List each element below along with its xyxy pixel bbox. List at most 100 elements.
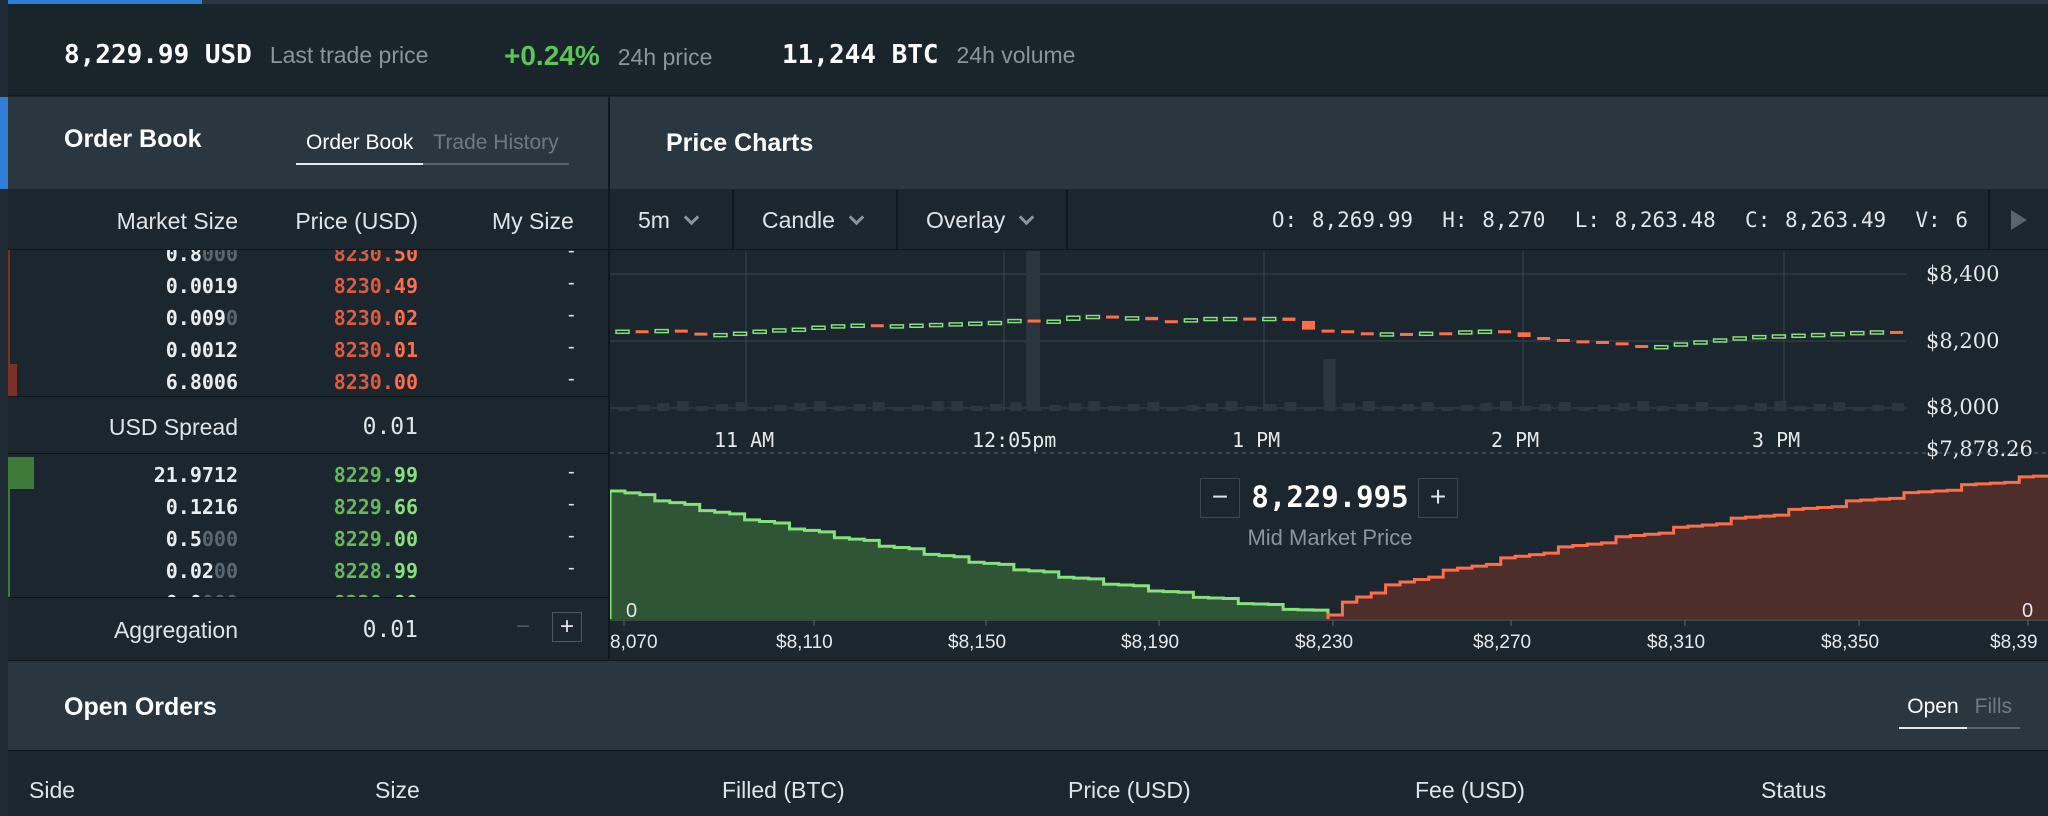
depth-x-label: $8,150 [948,632,1006,653]
candle [1360,332,1374,336]
highlight-band [1026,251,1040,411]
candle [1537,336,1551,340]
volume-bar [1558,402,1571,411]
price-main: 8229. [333,463,394,487]
play-button[interactable] [1988,190,2048,250]
depth-bar [8,268,10,300]
row-size: 0.8000 [166,250,238,266]
volume-bar [1735,405,1748,411]
price-hi: 49 [393,274,418,298]
candle [870,324,884,328]
bid-row[interactable]: 0.0200 8228.99 - [8,553,608,585]
row-size: 0.0012 [166,338,238,362]
bid-row[interactable]: 0.5000 8229.00 - [8,521,608,553]
row-size: 6.8006 [166,370,238,394]
volume-bar [1656,406,1669,411]
open-orders-tabs: Open Fills [1899,695,2020,729]
aggregation-row: Aggregation 0.01 − + [8,597,608,659]
volume-bar [676,401,689,411]
last-trade-price: 8,229.99 USD Last trade price [64,40,428,70]
volume-bar [1323,359,1336,411]
candle [968,321,983,326]
price-hi: 90 [394,591,418,597]
row-my-size: - [568,589,575,597]
depth-bar [8,489,10,521]
col-my-size: My Size [492,208,574,234]
row-price: 8229.99 [334,463,418,487]
ask-row[interactable]: 0.8000 8230.50 - [8,250,608,268]
row-price: 8230.01 [334,338,418,362]
chart-type-dropdown[interactable]: Candle [734,190,898,250]
aggregation-decrease-button[interactable]: − [515,613,530,640]
volume-bar [1186,405,1199,411]
candle [889,324,905,329]
col-filled: Filled (BTC) [722,777,845,803]
size-main: 0.8 [165,250,202,266]
order-book-title: Order Book [64,125,202,153]
volume-bar [637,405,650,411]
ask-row[interactable]: 0.0019 8230.49 - [8,268,608,300]
price-hi: 01 [393,338,418,362]
ask-row[interactable]: 0.0012 8230.01 - [8,332,608,364]
time-axis-label: 1 PM [1232,428,1280,452]
price-hi: 99 [393,463,418,487]
spread-label: USD Spread [108,414,238,440]
candle [1850,330,1865,336]
candle [1712,338,1728,343]
size-main: 0.0019 [165,274,238,298]
bid-row[interactable]: 21.9712 8229.99 - [8,457,608,489]
row-my-size: - [568,525,575,547]
candle [850,323,865,328]
overlay-dropdown[interactable]: Overlay [898,190,1068,250]
candle [615,329,630,335]
asks-depth-area [1328,475,2048,619]
candle [1556,338,1570,342]
chart-area[interactable]: $8,400 $8,200 $8,000 $7,878.26 11 AM 12:05pm 1… [610,251,2048,659]
volume-bar [912,405,924,411]
volume-bar [1852,407,1865,411]
candle [1752,334,1767,340]
row-price: 8229.66 [334,495,418,519]
ask-row[interactable]: 0.0090 8230.02 - [8,300,608,332]
aggregation-increase-button[interactable]: + [552,612,582,642]
row-price: 8229.00 [334,527,418,551]
tab-open[interactable]: Open [1899,695,1967,729]
candle [674,329,688,333]
volume-bar [1460,405,1473,411]
row-size: 0.5000 [166,527,238,551]
volume-bar [1794,406,1806,411]
tab-order-book[interactable]: Order Book [296,131,424,165]
bid-row[interactable]: 0.0000 8228.90 - [8,585,608,597]
candle [1615,342,1629,346]
row-my-size: - [568,272,575,294]
volume-bar [735,402,748,411]
candle [791,327,807,333]
zoom-in-button[interactable]: + [1418,478,1458,518]
depth-x-label: $8,350 [1821,632,1879,653]
volume-bar [716,404,728,411]
candle [1066,315,1081,321]
y-axis-label: $8,200 [1926,329,1999,353]
size-main: 0.02 [165,559,214,583]
candle [1302,320,1315,330]
size-main: 0.0012 [165,338,238,362]
open-orders-header: Open Orders Open Fills [8,660,2048,750]
candle [1222,316,1238,322]
row-my-size: - [568,368,575,390]
tab-fills[interactable]: Fills [1966,695,2020,729]
volume-bar [1519,406,1532,411]
bid-row[interactable]: 0.1216 8229.66 - [8,489,608,521]
tab-trade-history[interactable]: Trade History [423,131,569,165]
volume-bar [1127,404,1140,411]
candle [1007,318,1022,324]
depth-bar [8,300,10,332]
candle [1576,340,1590,344]
chart-type-value: Candle [762,206,835,233]
volume-label: 24h volume [956,42,1076,68]
candle [830,324,846,329]
depth-bar [8,457,34,489]
candle [1183,318,1199,323]
zoom-out-button[interactable]: − [1200,478,1240,518]
interval-dropdown[interactable]: 5m [610,190,734,250]
ask-row[interactable]: 6.8006 8230.00 - [8,364,608,396]
